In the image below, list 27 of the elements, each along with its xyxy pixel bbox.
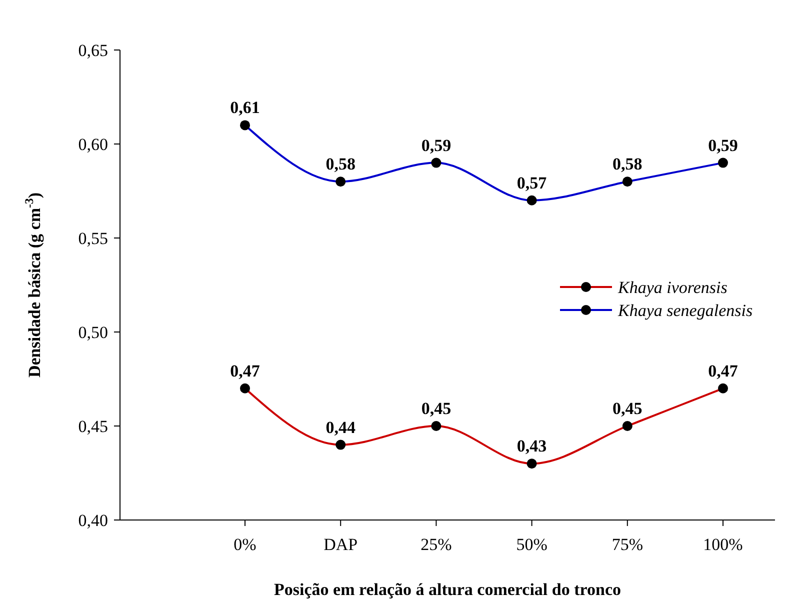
- data-label: 0,45: [612, 399, 642, 418]
- data-label: 0,45: [421, 399, 452, 418]
- y-tick-label: 0,60: [78, 134, 108, 154]
- x-tick-label: 25%: [420, 535, 452, 554]
- y-tick-label: 0,55: [78, 228, 108, 248]
- data-label: 0,44: [326, 418, 356, 437]
- x-tick-label: 100%: [703, 535, 743, 554]
- x-axis-title: Posição em relação á altura comercial do tronco: [274, 580, 621, 599]
- data-label: 0,59: [421, 136, 452, 155]
- data-label: 0,47: [708, 361, 738, 380]
- x-tick-label: 0%: [234, 535, 256, 554]
- x-tick-label: 75%: [612, 535, 643, 554]
- data-label: 0,57: [516, 173, 548, 192]
- data-label: 0,43: [516, 436, 547, 456]
- y-tick-label: 0,65: [78, 40, 108, 60]
- y-tick-label: 0,50: [78, 322, 108, 342]
- data-label: 0,47: [230, 361, 260, 380]
- y-tick-label: 0,45: [78, 416, 108, 436]
- legend-label: Khaya ivorensis: [617, 278, 728, 297]
- x-tick-label: DAP: [324, 535, 358, 554]
- data-label: 0,59: [708, 136, 738, 155]
- legend-label: Khaya senegalensis: [617, 300, 753, 320]
- x-tick-label: 50%: [516, 535, 548, 554]
- y-tick-label: 0,40: [78, 510, 108, 530]
- data-label: 0,58: [326, 154, 356, 174]
- data-label: 0,61: [230, 98, 260, 118]
- data-label: 0,58: [612, 154, 642, 174]
